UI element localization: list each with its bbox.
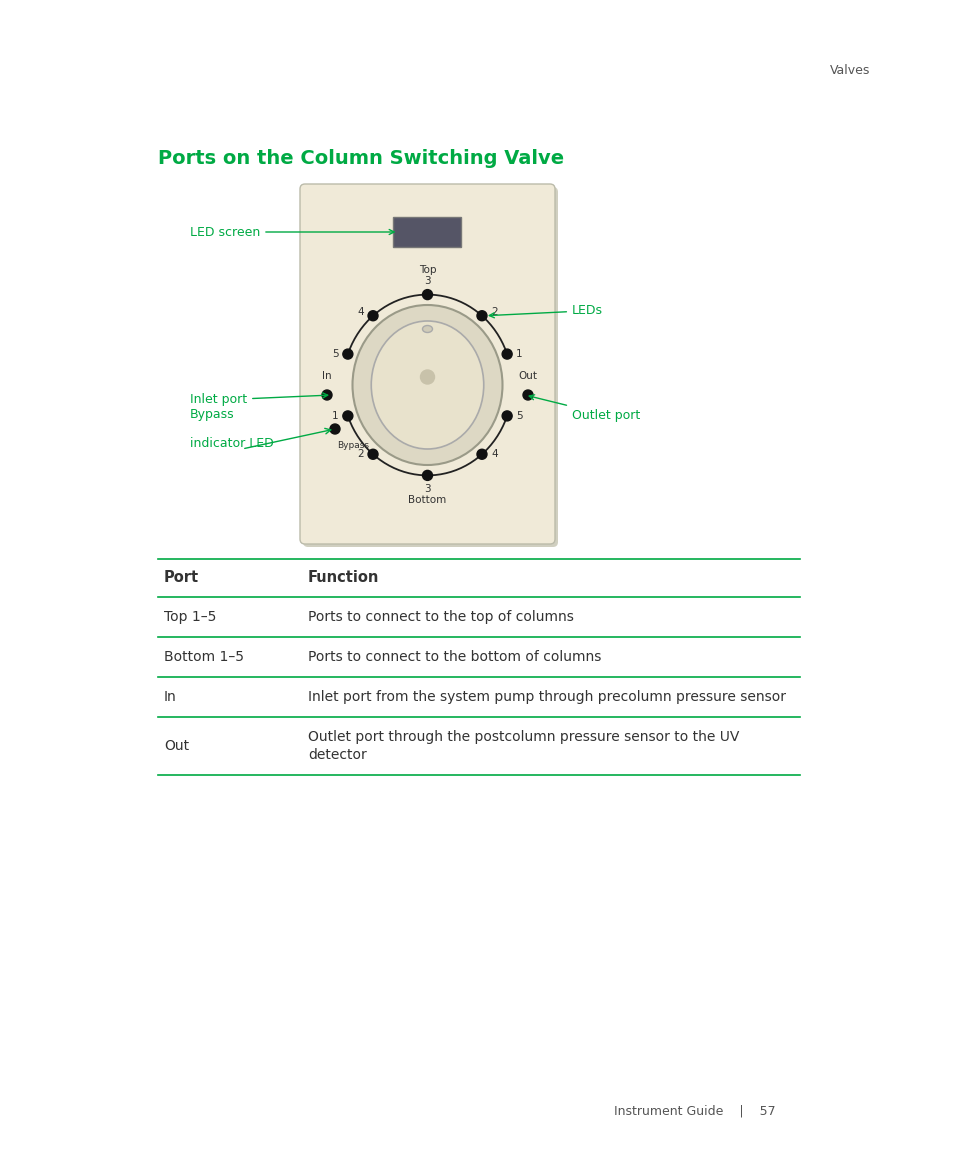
Text: detector: detector [308, 748, 366, 761]
Text: 2: 2 [491, 307, 497, 316]
Ellipse shape [371, 321, 483, 449]
Text: Outlet port: Outlet port [529, 395, 639, 422]
Text: Inlet port from the system pump through precolumn pressure sensor: Inlet port from the system pump through … [308, 690, 785, 704]
Circle shape [330, 424, 339, 433]
Text: Bypass: Bypass [190, 408, 234, 421]
Text: Out: Out [164, 739, 189, 753]
FancyBboxPatch shape [299, 184, 555, 544]
Text: LEDs: LEDs [489, 305, 602, 318]
Circle shape [322, 389, 332, 400]
Bar [393, 217, 461, 247]
Circle shape [422, 471, 432, 480]
Text: 5: 5 [516, 411, 522, 421]
Text: Instrument Guide    |    57: Instrument Guide | 57 [614, 1105, 775, 1117]
Circle shape [476, 450, 486, 459]
Text: 3: 3 [424, 276, 431, 285]
Text: 1: 1 [516, 349, 522, 359]
Text: 4: 4 [357, 307, 364, 316]
Ellipse shape [422, 326, 432, 333]
Circle shape [501, 349, 512, 359]
Text: LED screen: LED screen [190, 226, 394, 239]
Circle shape [342, 349, 353, 359]
Text: Top 1–5: Top 1–5 [164, 610, 216, 624]
Circle shape [476, 311, 486, 321]
Text: Bypass: Bypass [336, 442, 369, 450]
Text: 2: 2 [357, 450, 364, 459]
Text: Valves: Valves [829, 64, 869, 76]
Circle shape [420, 370, 434, 384]
Circle shape [422, 290, 432, 299]
Text: Port: Port [164, 570, 199, 585]
Ellipse shape [352, 305, 502, 465]
Text: Bottom: Bottom [408, 495, 446, 505]
Circle shape [522, 389, 533, 400]
Text: 1: 1 [332, 411, 338, 421]
Text: Ports to connect to the bottom of columns: Ports to connect to the bottom of column… [308, 650, 600, 664]
Text: Bottom 1–5: Bottom 1–5 [164, 650, 244, 664]
Text: 4: 4 [491, 450, 497, 459]
FancyBboxPatch shape [303, 187, 558, 547]
Text: Out: Out [518, 371, 537, 381]
Text: indicator LED: indicator LED [190, 437, 274, 450]
Text: Ports on the Column Switching Valve: Ports on the Column Switching Valve [158, 150, 563, 168]
Text: In: In [322, 371, 332, 381]
Text: Top: Top [418, 264, 436, 275]
Circle shape [501, 411, 512, 421]
Circle shape [342, 411, 353, 421]
Text: 5: 5 [332, 349, 338, 359]
Text: Inlet port: Inlet port [190, 393, 327, 407]
Circle shape [368, 450, 377, 459]
Circle shape [368, 311, 377, 321]
Text: 3: 3 [424, 484, 431, 495]
Text: Outlet port through the postcolumn pressure sensor to the UV: Outlet port through the postcolumn press… [308, 730, 739, 744]
Text: Function: Function [308, 570, 379, 585]
Text: In: In [164, 690, 176, 704]
Text: Ports to connect to the top of columns: Ports to connect to the top of columns [308, 610, 574, 624]
